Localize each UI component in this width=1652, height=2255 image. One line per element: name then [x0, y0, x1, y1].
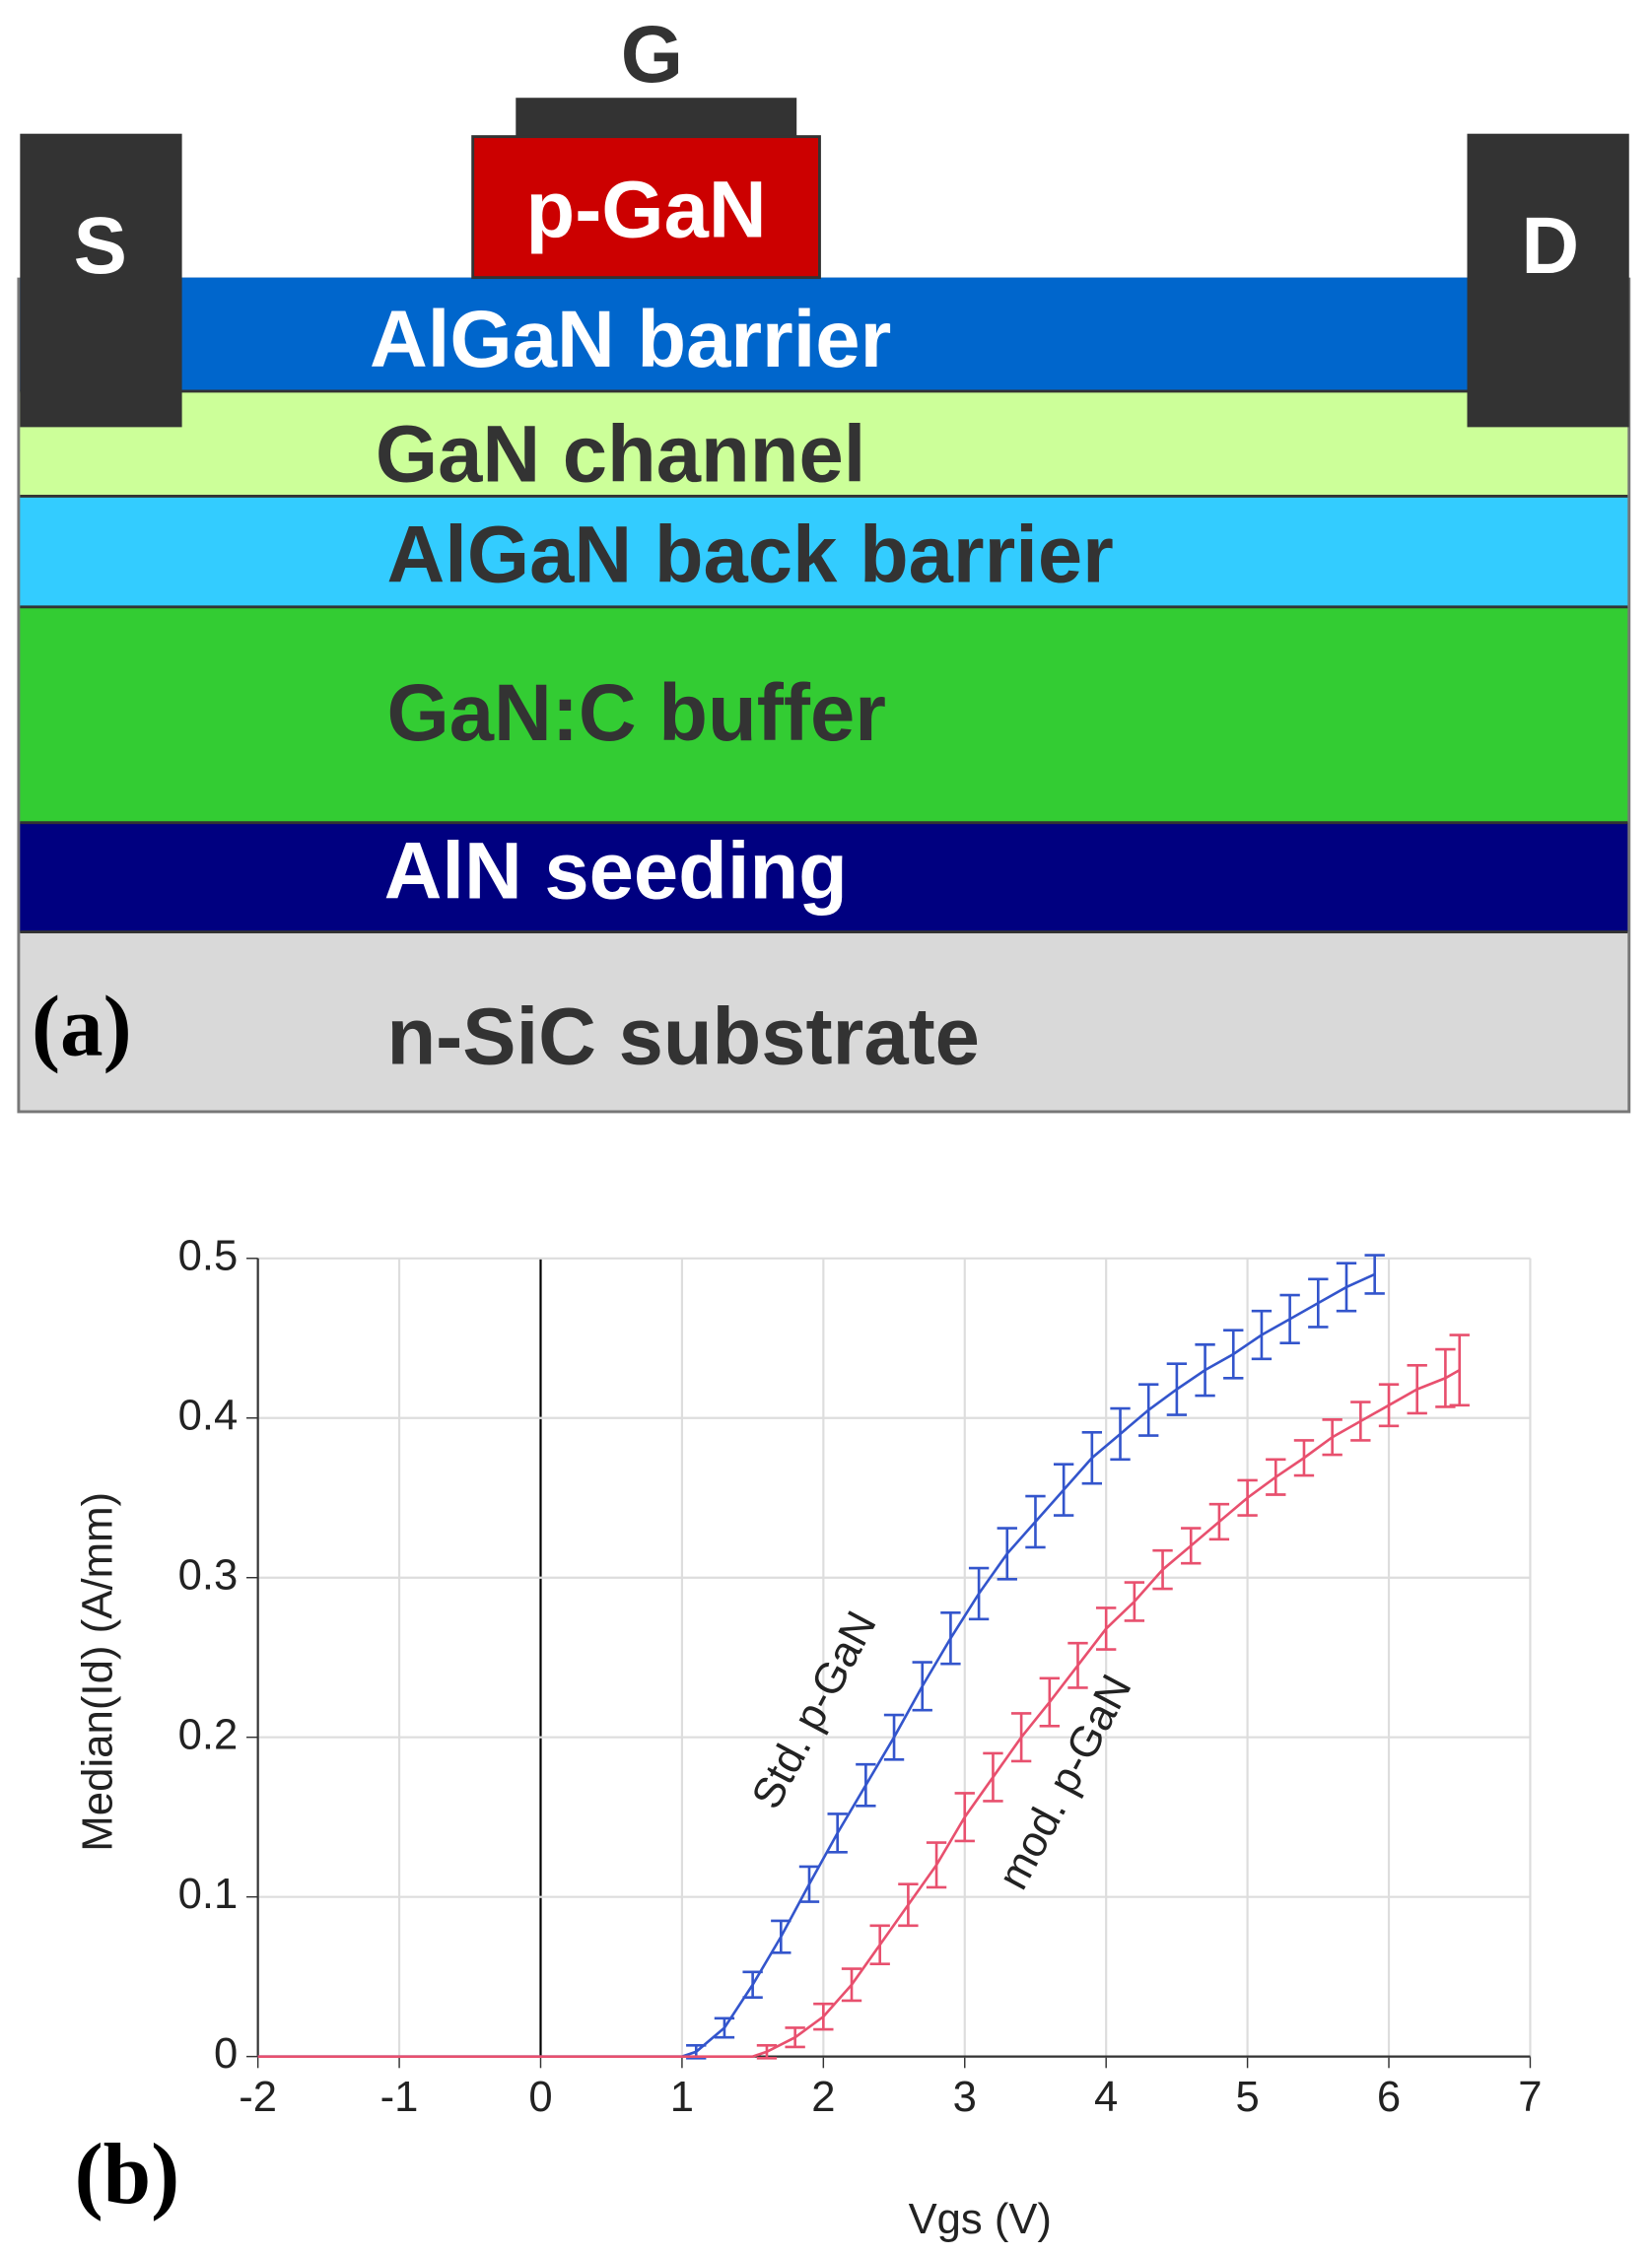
error-bar	[912, 1661, 932, 1712]
error-bar	[1449, 1333, 1470, 1407]
source-contact	[20, 133, 182, 428]
error-bar	[1336, 1262, 1357, 1313]
error-bar	[954, 1792, 975, 1843]
layer-label: GaN channel	[376, 409, 866, 499]
y-tick-label: 0.3	[178, 1550, 239, 1599]
error-bar	[1039, 1676, 1060, 1728]
algan-barrier	[20, 277, 1628, 391]
seeding	[20, 822, 1628, 932]
drain-contact	[1467, 133, 1629, 428]
error-bar	[1166, 1362, 1188, 1416]
x-tick-label: 5	[1235, 2073, 1259, 2121]
error-bar	[1096, 1606, 1117, 1651]
y-tick-label: 0.5	[178, 1231, 239, 1279]
y-tick-label: 0.1	[178, 1870, 239, 1918]
error-bar	[1223, 1329, 1244, 1380]
error-bar	[714, 2016, 735, 2039]
x-axis-label: Vgs (V)	[909, 2195, 1052, 2243]
y-tick-label: 0.4	[178, 1391, 239, 1439]
error-bar	[869, 1924, 890, 1966]
layer-label: GaN:C buffer	[386, 668, 885, 758]
error-bar	[1378, 1383, 1400, 1428]
error-bar	[1181, 1527, 1202, 1565]
y-axis-label: Median(Id) (A/mm)	[73, 1492, 121, 1852]
layer-label: AlGaN barrier	[370, 295, 891, 384]
error-bar	[883, 1713, 905, 1761]
error-bar	[1067, 1641, 1088, 1689]
error-bar	[1251, 1309, 1273, 1361]
error-bar	[1124, 1581, 1145, 1622]
back-barrier	[20, 496, 1628, 607]
error-bar	[1279, 1293, 1300, 1344]
layer-label: AlN seeding	[384, 827, 848, 917]
p-gan-label: p-GaN	[525, 165, 766, 254]
x-tick-label: 4	[1094, 2073, 1118, 2121]
chart: -2 -1 0 1 2 3 4 5 6 7 0 0.1 0.2 0.3 0.4 0.5 Vgs (V) Media…	[73, 1231, 1542, 2243]
error-bar	[771, 1919, 792, 1954]
error-bar	[1293, 1439, 1315, 1477]
error-bar	[1010, 1712, 1032, 1763]
error-bar	[926, 1841, 947, 1889]
error-bar	[1138, 1383, 1159, 1437]
panel-label: (a)	[32, 979, 132, 1074]
error-bar	[1195, 1342, 1215, 1398]
series-line	[257, 1369, 1461, 2058]
buffer	[20, 606, 1628, 823]
error-bar	[1053, 1463, 1074, 1517]
error-bar	[1152, 1548, 1173, 1591]
error-bar	[1266, 1458, 1286, 1496]
layer-label: n-SiC substrate	[386, 991, 979, 1081]
error-bar	[940, 1611, 961, 1666]
error-bar	[1081, 1431, 1103, 1485]
error-bar	[1350, 1401, 1371, 1442]
x-tick-label: 7	[1518, 2073, 1542, 2121]
x-tick-label: 1	[670, 2073, 694, 2121]
error-bar	[1208, 1502, 1230, 1541]
error-bar	[1435, 1347, 1456, 1408]
error-bar	[827, 1812, 848, 1854]
error-bar	[1322, 1418, 1342, 1457]
gan-channel	[20, 390, 1628, 497]
x-tick-label: 6	[1377, 2073, 1401, 2121]
error-bar	[856, 1762, 876, 1808]
y-tick-label: 0.2	[178, 1710, 239, 1758]
error-bar	[813, 2002, 834, 2031]
x-tick-label: 3	[953, 2073, 977, 2121]
source-label: S	[74, 201, 127, 291]
layer-label: AlGaN back barrier	[386, 511, 1113, 600]
plot-area	[257, 1258, 1531, 2057]
device-diagram: G S D p-GaN AlGaN barrier GaN channel Al…	[17, 10, 1631, 1114]
error-bar	[1237, 1478, 1258, 1517]
x-tick-label: 2	[811, 2073, 835, 2121]
x-tick-label: -1	[380, 2073, 419, 2121]
error-bar	[983, 1751, 1003, 1803]
gate-label: G	[621, 10, 683, 100]
gate-metal	[516, 98, 797, 139]
panel-label: (b)	[75, 2126, 180, 2221]
error-bar	[898, 1882, 919, 1928]
error-bar	[1407, 1363, 1427, 1415]
error-bar	[1364, 1254, 1385, 1295]
y-tick-label: 0	[214, 2029, 238, 2078]
drain-label: D	[1521, 201, 1579, 291]
error-bar	[1110, 1406, 1131, 1462]
error-bar	[742, 1970, 763, 2000]
error-bar	[968, 1566, 990, 1621]
x-tick-label: -2	[239, 2073, 277, 2121]
error-bar	[1308, 1277, 1329, 1329]
p-gan	[471, 135, 821, 280]
error-bar	[785, 2026, 805, 2049]
error-bar	[798, 1865, 820, 1903]
error-bar	[841, 1967, 862, 2003]
error-bar	[997, 1527, 1017, 1581]
error-bar	[1025, 1494, 1046, 1549]
x-tick-label: 0	[528, 2073, 552, 2121]
substrate	[20, 931, 1628, 1111]
error-bar	[756, 2043, 778, 2060]
